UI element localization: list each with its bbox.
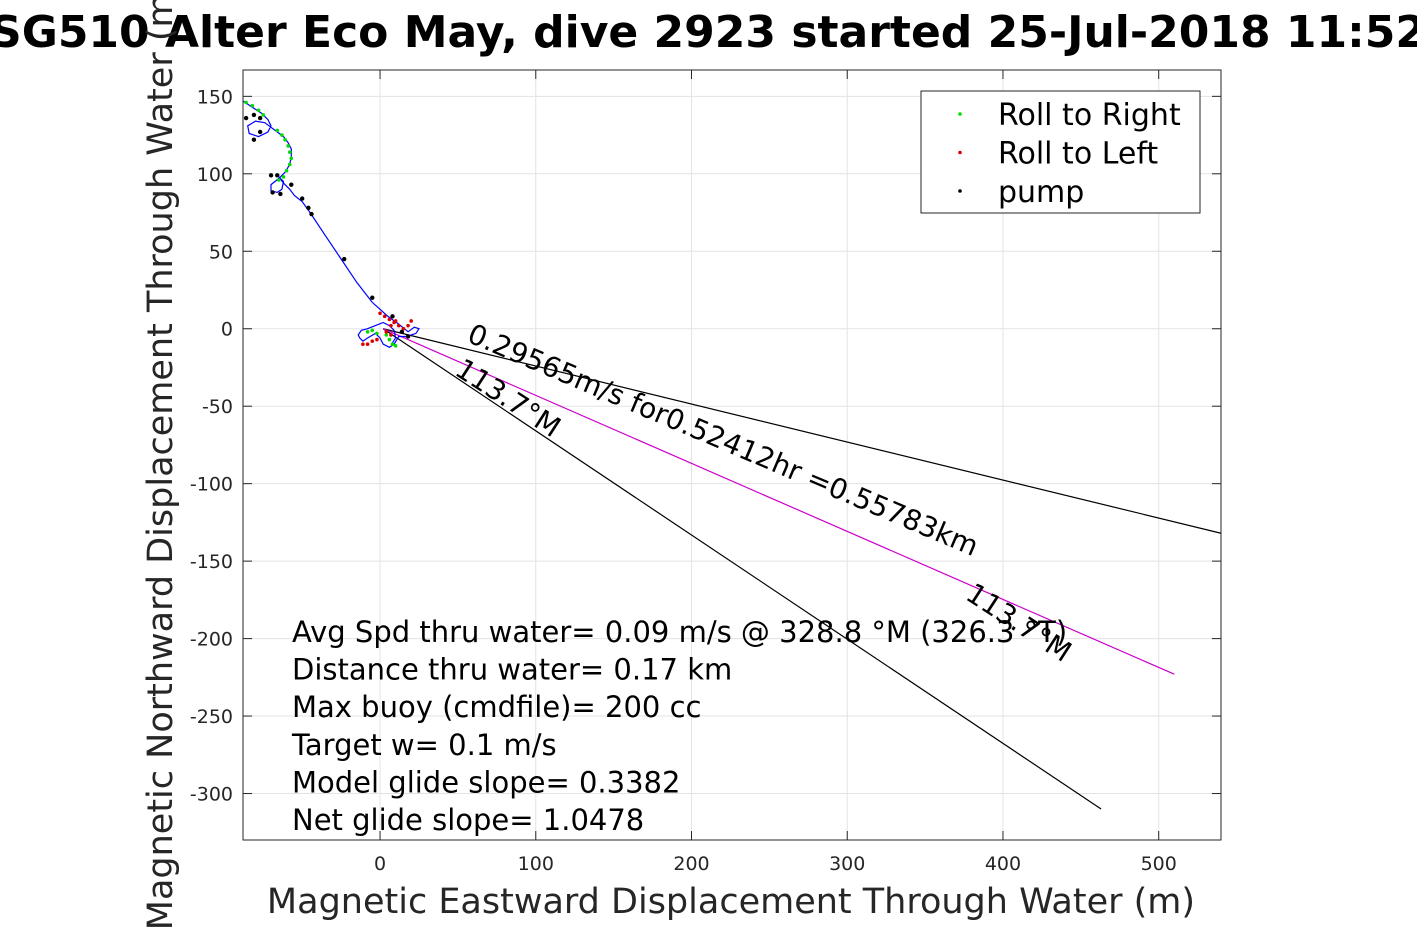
pump-point xyxy=(399,329,405,335)
stats-line: Distance thru water= 0.17 km xyxy=(292,653,732,687)
plot-area xyxy=(242,100,1222,810)
pump-point xyxy=(243,115,249,121)
roll-left-point xyxy=(389,323,393,328)
stats-line: Max buoy (cmdfile)= 200 cc xyxy=(292,690,701,724)
roll-left-point xyxy=(387,317,392,322)
pump-point xyxy=(257,115,263,121)
roll-right-point xyxy=(286,144,290,148)
y-tick-label: 150 xyxy=(197,86,233,108)
roll-right-point xyxy=(250,103,255,108)
pump-point xyxy=(306,205,311,211)
roll-right-point xyxy=(244,100,248,105)
projected-drift-line xyxy=(382,328,1175,675)
stats-line: Avg Spd thru water= 0.09 m/s @ 328.8 °M … xyxy=(292,615,1067,649)
legend-marker xyxy=(958,189,962,193)
legend-marker xyxy=(958,112,962,116)
stats-line: Model glide slope= 0.3382 xyxy=(292,765,680,799)
roll-right-point xyxy=(277,178,281,182)
roll-right-point xyxy=(393,343,398,348)
roll-right-point xyxy=(256,108,261,113)
y-tick-label: 0 xyxy=(221,319,233,341)
pump-point xyxy=(342,256,347,262)
y-tick-label: -200 xyxy=(190,629,233,651)
roll-left-point xyxy=(378,311,382,316)
stats-line: Net glide slope= 1.0478 xyxy=(292,803,644,837)
x-axis-label: Magnetic Eastward Displacement Through W… xyxy=(267,882,1195,922)
roll-left-point xyxy=(406,323,410,328)
axes: 0 100 200 300 400 500150100500-50-100-150-200… xyxy=(190,69,1222,875)
legend-label: Roll to Right xyxy=(998,98,1181,133)
rotated-annotation: 0.29565m/s for0.52412hr =0.55783km xyxy=(463,317,983,563)
pump-point xyxy=(251,137,257,142)
roll-left-point xyxy=(375,337,379,342)
pump-point xyxy=(275,173,280,178)
roll-right-point xyxy=(280,133,284,137)
pump-point xyxy=(278,191,283,197)
roll-right-point xyxy=(387,337,392,342)
roll-right-point xyxy=(370,328,375,333)
axes-box xyxy=(242,69,1222,841)
roll-right-point xyxy=(261,113,266,117)
roll-right-point xyxy=(275,128,280,133)
roll-right-point xyxy=(287,150,292,154)
roll-left-point xyxy=(409,319,413,323)
x-tick-label: 200 xyxy=(673,853,709,875)
roll-right-point xyxy=(365,330,370,334)
pump-point xyxy=(309,211,314,217)
roll-left-point xyxy=(370,339,375,343)
legend-label: Roll to Left xyxy=(998,137,1158,172)
roll-left-point xyxy=(393,319,398,323)
roll-right-point xyxy=(375,331,379,336)
stats-line: Target w= 0.1 m/s xyxy=(291,728,557,762)
x-tick-label: 400 xyxy=(985,853,1021,875)
y-tick-label: -250 xyxy=(190,706,233,728)
heading-cone-line xyxy=(382,328,1102,810)
roll-left-point xyxy=(365,342,370,347)
legend-marker xyxy=(958,150,962,155)
roll-left-point xyxy=(384,330,389,334)
pump-point xyxy=(289,182,294,187)
y-tick-label: -50 xyxy=(202,396,233,418)
y-tick-label: -300 xyxy=(190,784,233,806)
roll-right-point xyxy=(390,342,395,347)
roll-right-point xyxy=(287,162,292,167)
heading-cone-line xyxy=(383,328,1222,534)
roll-left-point xyxy=(396,323,401,328)
x-tick-label: 100 xyxy=(518,853,554,875)
pump-point xyxy=(270,190,275,195)
pump-point xyxy=(268,173,274,178)
y-tick-label: -150 xyxy=(190,551,233,573)
pump-point xyxy=(405,334,411,339)
legend-label: pump xyxy=(998,175,1084,210)
legend-box xyxy=(920,90,1201,214)
roll-right-point xyxy=(281,175,286,179)
y-tick-label: 100 xyxy=(197,164,233,186)
roll-right-point xyxy=(283,137,287,142)
pump-point xyxy=(370,295,375,300)
glider-track-line xyxy=(242,100,420,348)
y-tick-label: 50 xyxy=(209,241,233,263)
roll-right-point xyxy=(289,156,294,161)
x-tick-label: 300 xyxy=(829,853,865,875)
roll-left-point xyxy=(361,342,365,347)
y-axis-label: Magnetic Northward Displacement Through … xyxy=(141,0,181,930)
pump-point xyxy=(257,129,263,135)
pump-point xyxy=(390,314,395,319)
chart-title: SG510 Alter Eco May, dive 2923 started 2… xyxy=(0,7,1417,58)
roll-left-point xyxy=(382,314,387,319)
roll-left-point xyxy=(401,326,406,331)
x-tick-label: 500 xyxy=(1141,853,1177,875)
y-tick-label: -100 xyxy=(190,474,233,496)
pump-point xyxy=(251,112,257,118)
x-tick-label: 0 xyxy=(374,853,386,875)
roll-right-point xyxy=(284,168,289,173)
stats-block: Avg Spd thru water= 0.09 m/s @ 328.8 °M … xyxy=(291,615,1067,837)
roll-left-point xyxy=(389,333,393,337)
roll-right-point xyxy=(384,333,389,337)
pump-point xyxy=(299,196,305,201)
